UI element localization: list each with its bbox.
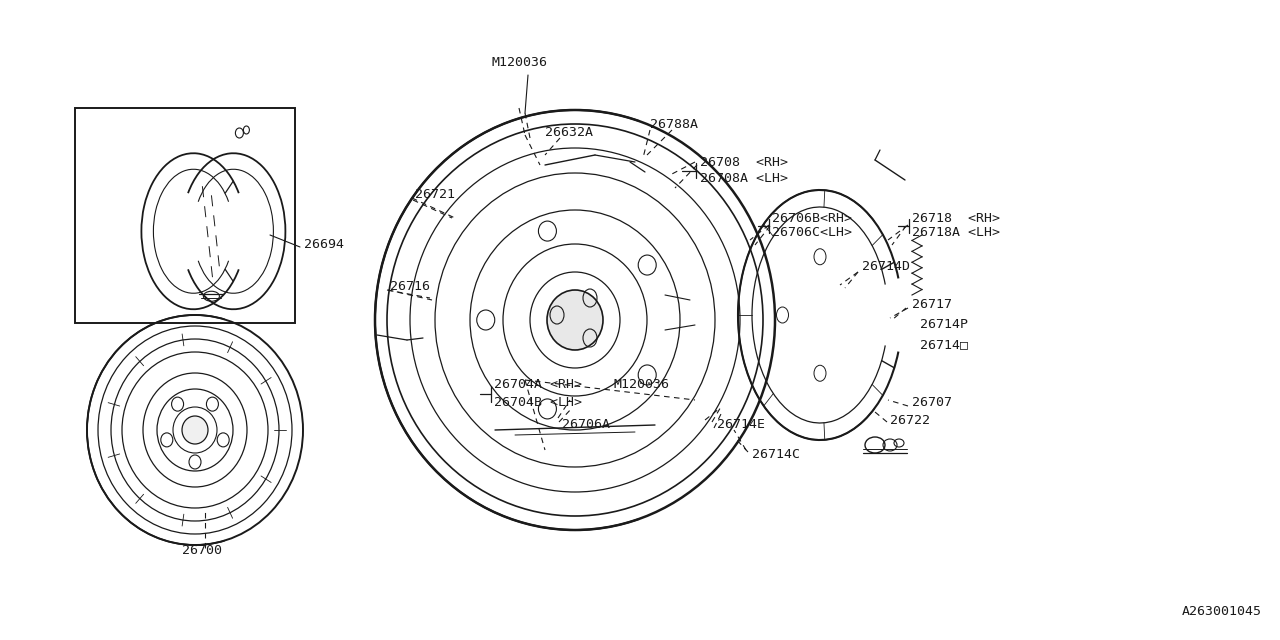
Text: 26722: 26722 [890, 413, 931, 426]
Text: 26694: 26694 [305, 237, 344, 250]
Text: 26708A <LH>: 26708A <LH> [700, 172, 788, 184]
Text: 26714E: 26714E [717, 419, 765, 431]
Text: M120036: M120036 [492, 56, 547, 70]
Bar [76, 108, 294, 323]
Ellipse shape [547, 290, 603, 350]
Text: 26721: 26721 [415, 189, 454, 202]
Text: 26714C: 26714C [753, 449, 800, 461]
Text: 26714□: 26714□ [920, 339, 968, 351]
Text: 26708  <RH>: 26708 <RH> [700, 156, 788, 168]
Text: 26718A <LH>: 26718A <LH> [911, 227, 1000, 239]
Text: 26706A: 26706A [562, 419, 611, 431]
Text: 26704A <RH>: 26704A <RH> [494, 378, 582, 392]
Text: 26788A: 26788A [650, 118, 698, 131]
Text: 26717: 26717 [911, 298, 952, 312]
Text: 26716: 26716 [390, 280, 430, 294]
Text: 26714P: 26714P [920, 319, 968, 332]
Text: M120036: M120036 [614, 378, 669, 392]
Text: 26704B <LH>: 26704B <LH> [494, 396, 582, 408]
Text: A263001045: A263001045 [1181, 605, 1262, 618]
Text: 26706B<RH>: 26706B<RH> [772, 211, 852, 225]
Text: 26714D: 26714D [861, 260, 910, 273]
Text: 26632A: 26632A [545, 127, 593, 140]
Ellipse shape [182, 416, 207, 444]
Text: 26707: 26707 [911, 397, 952, 410]
Text: 26700: 26700 [182, 545, 221, 557]
Text: 26706C<LH>: 26706C<LH> [772, 227, 852, 239]
Text: 26718  <RH>: 26718 <RH> [911, 211, 1000, 225]
